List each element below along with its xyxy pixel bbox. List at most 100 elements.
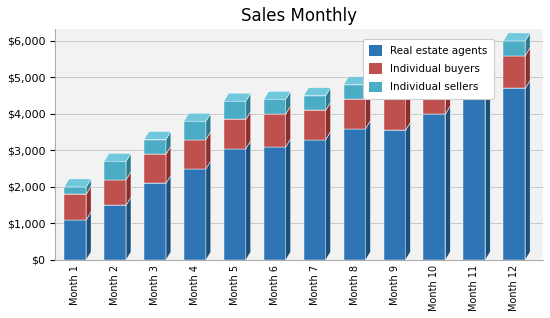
Polygon shape (485, 40, 490, 59)
FancyBboxPatch shape (224, 120, 246, 149)
Polygon shape (525, 80, 530, 260)
Polygon shape (126, 153, 131, 180)
Polygon shape (326, 102, 331, 140)
Polygon shape (246, 141, 251, 260)
Polygon shape (166, 175, 171, 260)
FancyBboxPatch shape (424, 114, 446, 260)
Polygon shape (144, 146, 171, 154)
Polygon shape (304, 102, 331, 110)
Polygon shape (64, 212, 91, 220)
Polygon shape (264, 106, 290, 114)
Polygon shape (184, 131, 211, 140)
FancyBboxPatch shape (104, 205, 126, 260)
FancyBboxPatch shape (64, 220, 86, 260)
Polygon shape (64, 186, 91, 194)
FancyBboxPatch shape (304, 110, 326, 140)
Polygon shape (424, 73, 450, 81)
FancyBboxPatch shape (304, 96, 326, 110)
Polygon shape (86, 179, 91, 194)
FancyBboxPatch shape (344, 85, 366, 99)
FancyBboxPatch shape (144, 183, 166, 260)
Polygon shape (503, 47, 530, 56)
FancyBboxPatch shape (424, 63, 446, 81)
Polygon shape (126, 197, 131, 260)
Polygon shape (184, 161, 211, 169)
Polygon shape (144, 131, 171, 140)
Polygon shape (366, 121, 371, 260)
Polygon shape (166, 131, 171, 154)
Polygon shape (446, 106, 450, 260)
FancyBboxPatch shape (184, 121, 206, 140)
FancyBboxPatch shape (64, 187, 86, 194)
Polygon shape (246, 111, 251, 149)
FancyBboxPatch shape (344, 99, 366, 128)
Polygon shape (326, 131, 331, 260)
Polygon shape (383, 89, 410, 98)
Polygon shape (86, 186, 91, 220)
Title: Sales Monthly: Sales Monthly (241, 7, 357, 25)
Polygon shape (383, 71, 410, 79)
FancyBboxPatch shape (383, 79, 405, 98)
FancyBboxPatch shape (464, 59, 485, 92)
FancyBboxPatch shape (503, 56, 525, 88)
Polygon shape (525, 47, 530, 88)
Polygon shape (126, 172, 131, 205)
Polygon shape (286, 91, 290, 114)
Polygon shape (86, 212, 91, 260)
Polygon shape (104, 172, 131, 180)
FancyBboxPatch shape (304, 140, 326, 260)
Polygon shape (166, 146, 171, 183)
FancyBboxPatch shape (264, 99, 286, 114)
FancyBboxPatch shape (503, 41, 525, 56)
FancyBboxPatch shape (503, 88, 525, 260)
Polygon shape (366, 77, 371, 99)
Polygon shape (464, 51, 490, 59)
FancyBboxPatch shape (344, 128, 366, 260)
Polygon shape (344, 121, 371, 128)
Polygon shape (366, 91, 371, 128)
Polygon shape (64, 179, 91, 187)
Polygon shape (503, 33, 530, 41)
Polygon shape (286, 106, 290, 147)
Polygon shape (304, 131, 331, 140)
Polygon shape (224, 111, 251, 120)
FancyBboxPatch shape (144, 140, 166, 154)
Polygon shape (446, 55, 450, 81)
FancyBboxPatch shape (104, 180, 126, 205)
Polygon shape (485, 84, 490, 260)
FancyBboxPatch shape (144, 154, 166, 183)
FancyBboxPatch shape (424, 81, 446, 114)
Polygon shape (405, 89, 410, 130)
FancyBboxPatch shape (383, 130, 405, 260)
Polygon shape (503, 80, 530, 88)
Polygon shape (525, 33, 530, 56)
FancyBboxPatch shape (224, 149, 246, 260)
Polygon shape (485, 51, 490, 92)
Polygon shape (104, 197, 131, 205)
FancyBboxPatch shape (224, 101, 246, 120)
Polygon shape (144, 175, 171, 183)
Polygon shape (344, 77, 371, 85)
FancyBboxPatch shape (264, 147, 286, 260)
Polygon shape (104, 153, 131, 162)
Polygon shape (184, 113, 211, 121)
Polygon shape (424, 106, 450, 114)
Polygon shape (405, 122, 410, 260)
Polygon shape (224, 93, 251, 101)
Polygon shape (286, 139, 290, 260)
Polygon shape (224, 141, 251, 149)
FancyBboxPatch shape (104, 162, 126, 180)
Legend: Real estate agents, Individual buyers, Individual sellers: Real estate agents, Individual buyers, I… (363, 39, 493, 99)
FancyBboxPatch shape (184, 140, 206, 169)
Polygon shape (405, 71, 410, 98)
Polygon shape (464, 84, 490, 92)
Polygon shape (383, 122, 410, 130)
Polygon shape (206, 131, 211, 169)
Polygon shape (304, 88, 331, 96)
Polygon shape (344, 91, 371, 99)
Polygon shape (264, 139, 290, 147)
FancyBboxPatch shape (184, 169, 206, 260)
FancyBboxPatch shape (64, 194, 86, 220)
Polygon shape (264, 91, 290, 99)
Polygon shape (326, 88, 331, 110)
